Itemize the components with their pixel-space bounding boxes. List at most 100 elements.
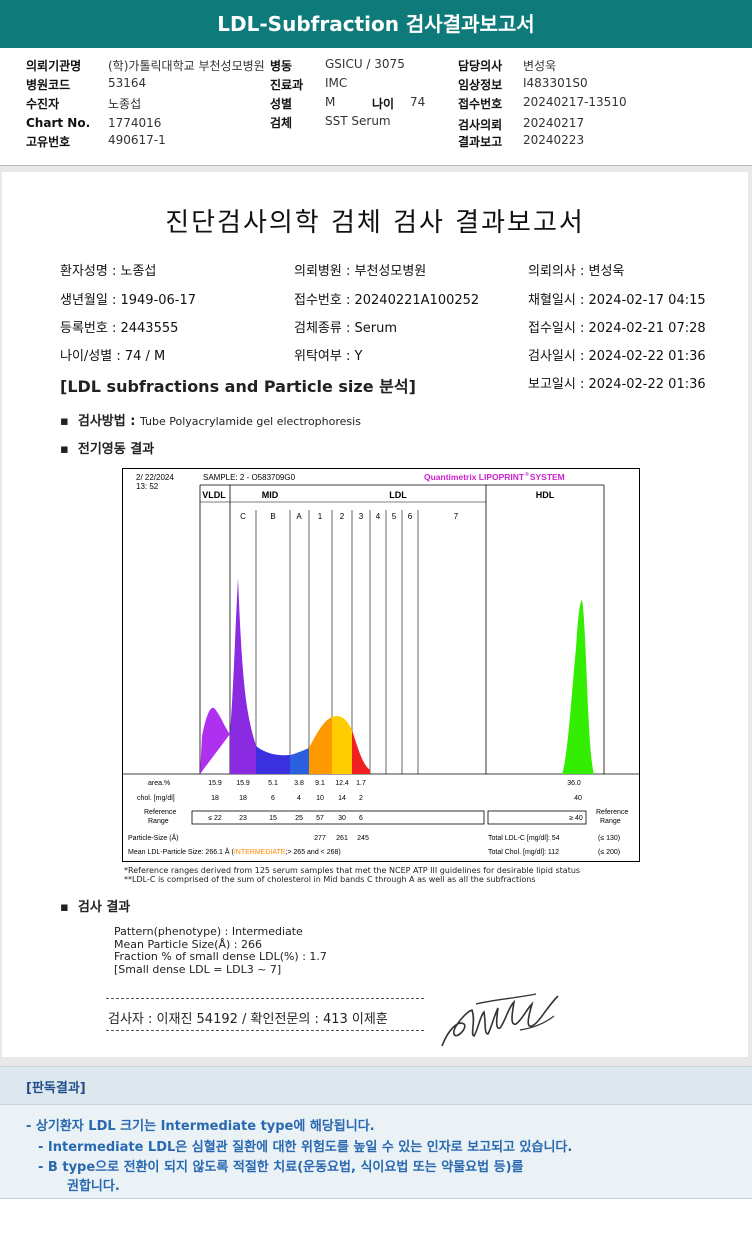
ref-value: 57 (316, 815, 324, 822)
hdr-label: 접수번호 (458, 97, 503, 111)
receipt-number: 접수번호 : 20240221A100252 (294, 293, 480, 308)
ref-values: ≤ 22 23 15 25 57 30 6 ≥ 40 (208, 815, 583, 822)
band-label: 2 (340, 512, 345, 521)
ref-box-hdl (487, 810, 587, 825)
band-labels: C B A 1 2 3 4 5 6 7 (240, 510, 459, 774)
mid-c-peak (230, 578, 256, 774)
region-label: VLDL (202, 490, 226, 500)
band-label: 7 (454, 512, 459, 521)
band-label: 3 (359, 512, 364, 521)
chart-sample: SAMPLE: 2 - O583709G0 (203, 473, 296, 482)
particle-label: Particle-Size (Å) (128, 833, 179, 842)
ref-box-ldl (191, 810, 485, 825)
referral-flag: 위탁여부 : Y (294, 349, 363, 364)
area-value: 12.4 (335, 780, 349, 787)
band-label: 4 (376, 512, 381, 521)
ref-label-2: Range (148, 818, 169, 825)
ref-value: 6 (359, 815, 363, 822)
chol-values: 18 18 6 4 10 14 2 40 (211, 795, 582, 802)
chart-notes: *Reference ranges derived from 125 serum… (124, 866, 580, 884)
hdr-label: 검체 (270, 116, 293, 130)
report-title-bar: LDL-Subfraction 검사결과보고서 (0, 0, 752, 48)
ref-value: 30 (338, 815, 346, 822)
hdr-value: 20240223 (523, 133, 585, 147)
hdr-label: 나이 (372, 97, 395, 111)
hdr-value: 1774016 (108, 116, 162, 130)
chol-value: 18 (211, 795, 219, 802)
particle-value: 245 (357, 835, 369, 842)
total-chol-ref: (≤ 200) (598, 849, 620, 856)
hdr-label: 담당의사 (458, 59, 503, 73)
area-value: 15.9 (236, 780, 250, 787)
hdr-label: 성별 (270, 97, 293, 111)
signature-line: 검사자 : 이재진 54192 / 확인전문의 : 413 이제훈 (108, 1012, 388, 1027)
ref-value: 23 (239, 815, 247, 822)
specimen-type: 검체종류 : Serum (294, 321, 397, 336)
band-label: A (296, 512, 302, 521)
ref-label-right-2: Range (600, 818, 621, 825)
particle-value: 277 (314, 835, 326, 842)
hdr-label: 검사의뢰 (458, 118, 503, 132)
area-values: 15.9 15.9 5.1 3.8 9.1 12.4 1.7 36.0 (208, 780, 581, 787)
band-label: C (240, 512, 246, 521)
age-sex: 나이/성별 : 74 / M (60, 349, 166, 364)
hdl-area-value: 36.0 (567, 780, 581, 787)
patient-name: 환자성명 : 노종섭 (60, 264, 157, 279)
hdr-label: 수진자 (26, 97, 60, 111)
result-heading: 검사 결과 (77, 900, 131, 915)
hdr-value: 노종섭 (108, 97, 142, 111)
area-value: 9.1 (315, 780, 325, 787)
sig-rule-top (106, 998, 424, 999)
interpretation-line: - Intermediate LDL은 심혈관 질환에 대한 위험도를 높일 수… (38, 1140, 573, 1155)
chol-value: 6 (271, 795, 275, 802)
hdl-peak (562, 600, 594, 774)
hdr-label: 고유번호 (26, 135, 71, 149)
hdl-ref-value: ≥ 40 (569, 815, 583, 822)
hdr-label: 병동 (270, 59, 293, 73)
region-label: MID (262, 490, 279, 500)
particle-value: 261 (336, 835, 348, 842)
report-document-title: 진단검사의학 검체 검사 결과보고서 (165, 208, 585, 238)
chart-note: **LDL-C is comprised of the sum of chole… (124, 875, 536, 884)
ref-label-right-1: Reference (596, 809, 628, 816)
chol-value: 10 (316, 795, 324, 802)
electrophoresis-line: ▪ 전기영동 결과 (60, 442, 155, 457)
band-label: 1 (318, 512, 323, 521)
ldl3-peak (352, 730, 370, 774)
sig-rule-bottom (106, 1030, 424, 1031)
ref-label-1: Reference (144, 809, 176, 816)
hdr-label: 의뢰기관명 (26, 59, 82, 73)
result-line: Mean Particle Size(Å) : 266 (114, 937, 262, 951)
chol-value: 18 (239, 795, 247, 802)
ldl1-peak (309, 717, 332, 774)
region-label: HDL (536, 490, 555, 500)
chol-label: chol. [mg/dl] (137, 795, 175, 802)
result-body: Pattern(phenotype) : Intermediate Mean P… (114, 925, 327, 976)
ref-value: 15 (269, 815, 277, 822)
hdr-value: 20240217-13510 (523, 95, 627, 109)
interpretation-line: - B type으로 전환이 되지 않도록 적절한 치료(운동요법, 식이요법 … (38, 1160, 524, 1175)
chol-value: 4 (297, 795, 301, 802)
plot-frame (122, 484, 640, 775)
requesting-doctor: 의뢰의사 : 변성욱 (528, 264, 625, 279)
requesting-hospital: 의뢰병원 : 부천성모병원 (294, 264, 427, 279)
analysis-heading: [LDL subfractions and Particle size 분석] (60, 377, 416, 396)
hdr-value: 변성욱 (523, 59, 557, 73)
mean-particle-size: Mean LDL-Particle Size: 266.1 Å (INTERME… (128, 847, 341, 856)
hdr-value: IMC (325, 76, 348, 90)
hdr-label: 병원코드 (26, 78, 71, 92)
hdr-label: 결과보고 (458, 135, 503, 149)
band-label: 5 (392, 512, 397, 521)
region-label: LDL (389, 490, 407, 500)
interpretation-header: [판독결과] (0, 1066, 752, 1106)
chol-value: 14 (338, 795, 346, 802)
hdr-value: I483301S0 (523, 76, 588, 90)
registration-number: 등록번호 : 2443555 (60, 321, 179, 336)
hdr-value: 20240217 (523, 116, 585, 130)
hdr-value: M (325, 95, 336, 109)
total-ldl: Total LDL-C [mg/dl]: 54 (488, 835, 560, 842)
signature-image (441, 993, 559, 1047)
area-value: 3.8 (294, 780, 304, 787)
test-time: 검사일시 : 2024-02-22 01:36 (528, 349, 706, 364)
lipoprint-chart: 2/ 22/2024 13: 52 SAMPLE: 2 - O583709G0 … (122, 468, 640, 862)
